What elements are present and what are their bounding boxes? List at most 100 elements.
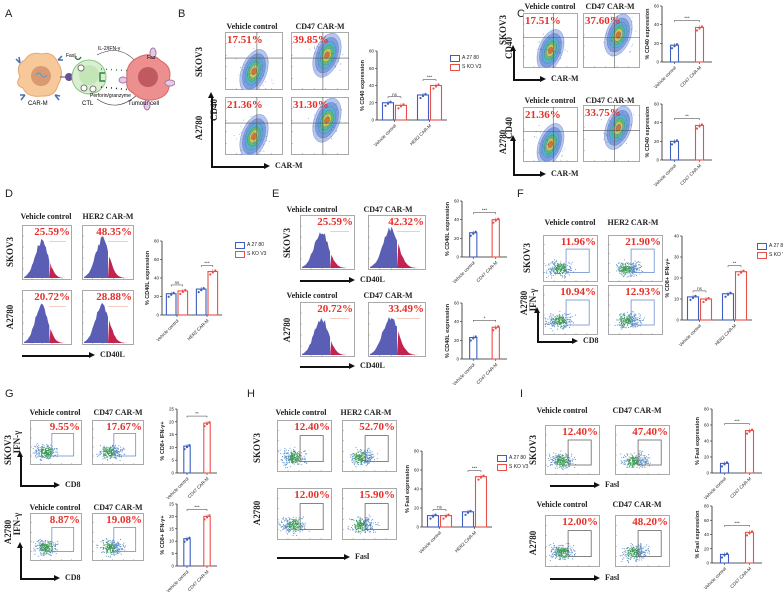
replicate-dot [389,100,392,103]
event-dot [287,527,289,529]
legend-label: S KO V3 [247,251,267,257]
event-dot [116,451,118,453]
event-dot [124,448,126,450]
event-dot [269,141,270,142]
event-dot [621,267,623,269]
event-dot [570,267,572,269]
event-dot [558,268,560,270]
event-dot [610,120,611,122]
event-dot [359,448,361,451]
event-dot [633,318,635,320]
y-tick-label: 60 [154,257,160,262]
event-dot [354,525,356,527]
event-dot [561,317,563,319]
event-dot [609,28,611,30]
event-dot [44,549,46,551]
event-dot [640,454,642,456]
event-dot [648,465,650,467]
event-dot [258,73,260,75]
event-dot [300,518,302,520]
replicate-dot [492,329,495,332]
event-dot [554,262,556,264]
event-dot [52,449,54,451]
event-dot [100,546,102,549]
event-dot [626,311,628,313]
event-dot [250,138,252,140]
event-dot [623,327,625,329]
event-dot [52,542,54,544]
histogram-positive [397,331,424,355]
category-label: CD47 CAR-M [475,260,498,283]
event-dot [363,455,365,458]
percent-positive-label: 21.90% [625,236,661,248]
event-dot [547,140,548,142]
event-dot [631,21,633,22]
event-dot [34,451,36,453]
event-dot [640,457,642,459]
event-dot [365,456,367,458]
y-tick-label: 40 [369,83,375,88]
event-dot [610,39,612,41]
event-dot [112,445,114,447]
event-dot [34,453,36,455]
gate-rectangle [113,526,137,552]
replicate-dot [429,517,432,520]
event-dot [294,527,296,529]
event-dot [280,520,283,522]
event-dot [639,325,641,327]
event-dot [611,20,612,22]
event-dot [354,460,356,462]
event-dot [368,448,370,450]
event-dot [551,150,553,151]
event-dot [360,526,362,528]
event-dot [625,266,627,268]
replicate-dot [704,298,708,302]
flow-cytometry-plot [583,13,640,68]
event-dot [107,546,109,548]
event-dot [109,539,111,542]
event-dot [621,131,623,132]
event-dot [373,455,375,457]
event-dot [558,314,560,316]
event-dot [638,465,640,467]
event-dot [606,33,607,35]
event-dot [638,317,641,319]
event-dot [605,38,607,40]
event-dot [42,455,44,457]
event-dot [102,541,105,543]
event-dot [116,452,119,454]
event-dot [623,271,625,273]
event-dot [549,273,552,275]
event-dot [630,51,631,52]
event-dot [279,449,281,451]
event-dot [121,549,123,551]
event-dot [611,27,612,29]
replicate-dot [203,424,206,428]
event-dot [632,459,634,461]
event-dot [553,320,555,322]
event-dot [629,321,631,323]
event-dot [355,466,357,468]
percent-positive-label: 21.36% [525,109,561,121]
event-dot [363,519,365,521]
replicate-dot [707,296,710,300]
event-dot [552,266,554,268]
event-dot [282,524,284,526]
event-dot [642,454,644,456]
x-axis-label: CD8 [65,480,81,489]
event-dot [568,326,571,328]
event-dot [119,460,121,462]
event-dot [362,522,365,524]
replicate-dot [444,515,448,518]
event-dot [314,114,315,116]
replicate-dot [474,230,477,233]
event-dot [641,465,643,467]
event-dot [107,450,109,452]
event-dot [314,119,315,121]
event-dot [46,545,48,547]
percent-positive-label: 17.51% [227,34,263,46]
event-dot [621,274,623,276]
column-title: Vehicle control [286,205,338,214]
